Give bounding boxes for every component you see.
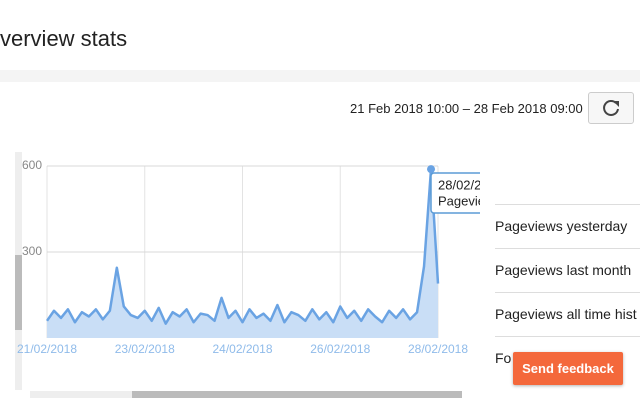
tooltip-value: Pageviews: 589 (438, 193, 480, 208)
x-tick-label: 28/02/2018 (408, 342, 468, 356)
line (45, 167, 440, 325)
x-tick-label: 24/02/2018 (212, 342, 272, 356)
tooltip: 28/02/2018Pageviews: 589 (430, 172, 480, 214)
separator (0, 70, 640, 82)
y-tick-label: 600 (22, 158, 42, 172)
stat-row[interactable]: Fo (495, 336, 640, 380)
page-title: verview stats (0, 26, 128, 51)
header: verview stats (0, 0, 640, 71)
area (47, 169, 438, 338)
h-scrollbar-thumb[interactable] (132, 391, 462, 398)
date-range[interactable]: 21 Feb 2018 10:00 – 28 Feb 2018 09:00 (350, 101, 583, 116)
x-tick-label: 21/02/2018 (17, 342, 77, 356)
y-tick-label: 300 (22, 244, 42, 258)
feedback-button[interactable]: Send feedback (513, 352, 623, 385)
scrollbar-thumb[interactable] (15, 255, 22, 330)
chart: 21/02/2018 23/02/2018 24/02/2018 26/02/2018… (15, 152, 480, 398)
stat-row[interactable]: Pageviews yesterday (495, 204, 640, 248)
x-tick-label: 26/02/2018 (310, 342, 370, 356)
x-tick-label: 23/02/2018 (115, 342, 175, 356)
stat-row[interactable]: Pageviews last month (495, 248, 640, 292)
refresh-button[interactable] (588, 92, 634, 124)
tooltip-date: 28/02/2018 (438, 177, 480, 192)
tooltip-box (430, 172, 480, 214)
hover-point (427, 165, 436, 174)
stat-row[interactable]: Pageviews all time hist (495, 292, 640, 336)
refresh-icon (603, 100, 619, 116)
